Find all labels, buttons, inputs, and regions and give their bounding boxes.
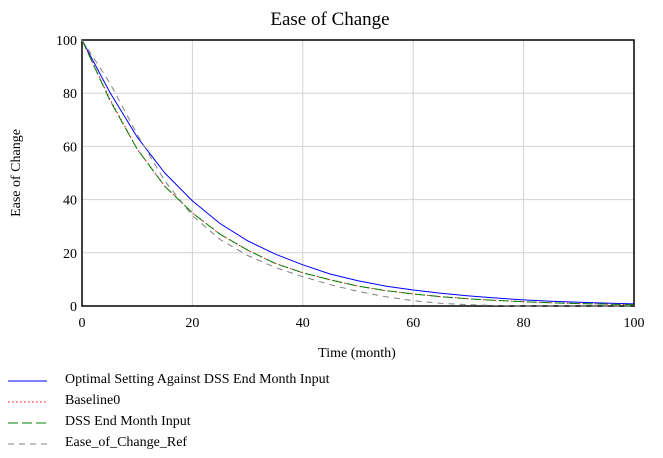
series-line [81,39,635,306]
legend-label: DSS End Month Input [65,414,191,429]
legend-label: Ease_of_Change_Ref [65,435,188,450]
y-tick-label: 20 [63,247,77,262]
x-tick-label: 60 [406,316,420,331]
legend-label: Baseline0 [65,393,121,408]
x-axis-ticks: 0 20 40 60 80 100 [79,316,645,331]
x-tick-label: 100 [624,316,645,331]
y-tick-label: 100 [56,34,77,49]
legend-item: Baseline0 [0,392,663,412]
x-tick-label: 20 [185,316,199,331]
legend-item: DSS End Month Input [0,413,663,433]
legend-label: Optimal Setting Against DSS End Month In… [65,372,330,387]
legend-swatches [8,380,47,445]
y-axis-ticks: 0 20 40 60 80 100 [56,34,77,315]
plot-frame [81,39,635,307]
series-line [81,39,634,307]
y-tick-label: 60 [63,140,77,155]
grid [82,40,634,306]
x-tick-label: 80 [517,316,531,331]
series-line [81,39,635,306]
x-axis-label: Time (month) [318,346,396,361]
y-axis-label: Ease of Change [9,129,24,217]
y-tick-label: 0 [70,300,77,315]
y-tick-label: 40 [63,194,77,209]
legend-item: Ease_of_Change_Ref [0,434,663,454]
x-tick-label: 40 [296,316,310,331]
legend-item: Optimal Setting Against DSS End Month In… [0,371,663,391]
series-line [81,39,635,305]
chart-title: Ease of Change [270,9,389,30]
series-lines [81,39,635,307]
x-tick-label: 0 [79,316,86,331]
y-tick-label: 80 [63,87,77,102]
